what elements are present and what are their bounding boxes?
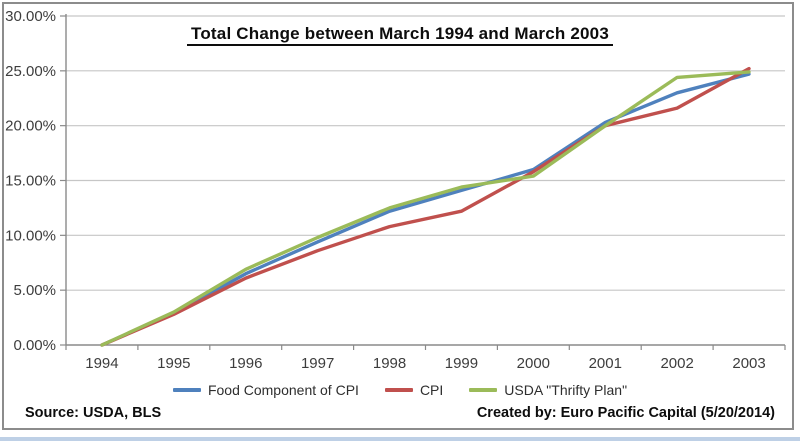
x-tick-label: 1996 [229, 355, 262, 372]
legend-line-swatch [469, 388, 498, 392]
credit-note: Created by: Euro Pacific Capital (5/20/2… [476, 405, 775, 421]
x-tick-label: 1999 [445, 355, 478, 372]
legend-item: CPI [384, 382, 444, 398]
legend-item: USDA "Thrifty Plan" [469, 382, 627, 398]
x-tick-label: 2001 [589, 355, 622, 372]
footer: Source: USDA, BLS Created by: Euro Pacif… [0, 403, 800, 427]
legend-item: Food Component of CPI [172, 382, 359, 398]
source-note: Source: USDA, BLS [25, 405, 162, 421]
y-tick-label: 0.00% [13, 337, 56, 354]
series-line-food-component-of-cpi [100, 72, 751, 347]
y-tick-label: 25.00% [5, 63, 56, 80]
x-tick-label: 2003 [732, 355, 765, 372]
legend-label: USDA "Thrifty Plan" [504, 382, 628, 398]
y-tick-label: 5.00% [13, 282, 56, 299]
legend-line-swatch [384, 388, 413, 392]
x-tick-label: 1998 [373, 355, 406, 372]
x-tick-label: 1994 [85, 355, 118, 372]
chart-frame [2, 2, 794, 430]
x-tick-label: 1995 [157, 355, 190, 372]
legend-line-swatch [172, 388, 201, 392]
y-tick-label: 20.00% [5, 118, 56, 135]
y-tick-label: 10.00% [5, 227, 56, 244]
legend: Food Component of CPI CPI USDA "Thrifty Pl… [0, 379, 800, 401]
legend-label: CPI [419, 382, 444, 398]
chart-title-text: Total Change between March 1994 and Marc… [187, 24, 613, 46]
x-tick-label: 2002 [660, 355, 693, 372]
series-line-cpi [100, 66, 751, 347]
window-bottom-edge [0, 437, 800, 441]
chart-title: Total Change between March 1994 and Marc… [0, 24, 800, 46]
series-line-usda-thrifty-plan [100, 70, 751, 347]
x-tick-label: 1997 [301, 355, 334, 372]
y-tick-label: 15.00% [5, 173, 56, 190]
y-tick-label: 30.00% [5, 8, 56, 25]
x-tick-label: 2000 [517, 355, 550, 372]
legend-label: Food Component of CPI [207, 382, 359, 398]
